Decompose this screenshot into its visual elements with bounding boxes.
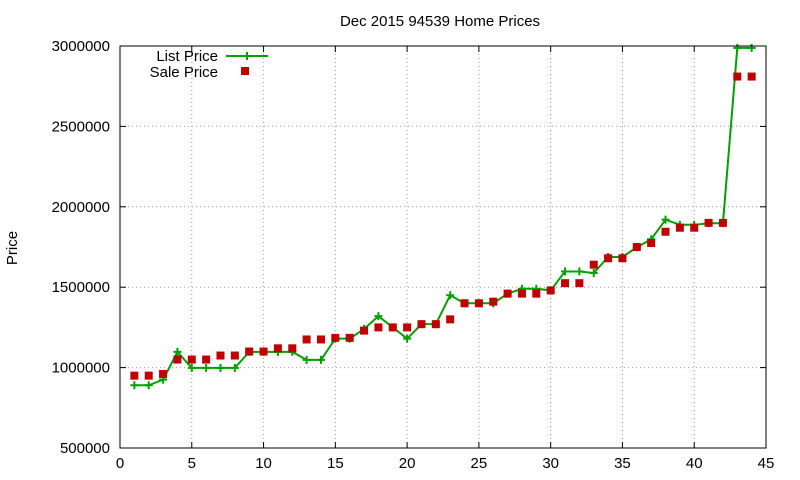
y-tick-label: 1500000 [52,279,110,296]
sale-price-point [675,223,684,232]
x-tick-label: 30 [542,455,559,472]
sale-price-point [446,315,455,324]
sale-price-point [704,218,713,227]
x-tick-label: 10 [255,455,272,472]
sale-price-point [187,355,196,364]
sale-price-point [374,323,383,332]
sale-price-point [589,260,598,269]
y-tick-label: 2000000 [52,199,110,216]
sale-price-point [690,223,699,232]
sale-price-point [345,333,354,342]
y-tick-label: 500000 [60,440,110,457]
sale-price-point [561,279,570,288]
sale-price-point [489,297,498,306]
sale-price-point [360,326,369,335]
sale-price-point [733,72,742,81]
y-tick-label: 3000000 [52,38,110,55]
sale-price-point [618,254,627,263]
list-price-point [144,381,153,390]
sale-price-point [259,347,268,356]
sale-price-point [173,355,182,364]
sale-price-point [159,370,168,379]
sale-price-point [532,289,541,298]
grid-lines [120,46,766,448]
list-price-line [134,46,752,387]
x-tick-label: 20 [399,455,416,472]
sale-price-point [417,320,426,329]
x-tick-label: 5 [188,455,196,472]
sale-price-point [302,335,311,344]
sale-price-point [316,335,325,344]
x-tick-label: 15 [327,455,344,472]
list-price-point [202,363,211,372]
sale-price-point [144,371,153,380]
sale-price-point [245,347,254,356]
sale-price-point [632,243,641,251]
list-price-point [374,312,383,321]
legend-plus-marker [243,52,251,60]
series-layer [130,43,756,390]
sale-price-point [331,333,340,342]
sale-price-point [474,299,483,308]
legend-label-list-price: List Price [156,48,218,65]
sale-price-point [747,72,756,81]
legend-label-sale-price: Sale Price [150,64,218,81]
sale-price-point [431,320,440,329]
list-price-point [561,267,570,276]
sale-price-point [575,279,584,288]
sale-price-point [517,289,526,298]
list-price-point [230,363,239,372]
sale-price-point [202,355,211,364]
x-tick-label: 40 [686,455,703,472]
sale-price-point [460,299,469,308]
x-tick-label: 25 [471,455,488,472]
sale-price-point [273,344,282,353]
sale-price-point [718,218,727,227]
sale-price-point [546,286,555,295]
x-tick-label: 0 [116,455,124,472]
legend-sample-sale-price [241,67,249,75]
legend-sample-list-price [226,52,268,60]
plot-frame [119,45,767,449]
sale-price-point [503,289,512,298]
list-price-point [446,291,455,300]
x-tick-label: 35 [614,455,631,472]
sale-price-point [388,323,397,332]
sale-price-point [647,238,656,247]
y-tick-label: 1000000 [52,360,110,377]
sale-price-point [661,227,670,236]
list-price-point [216,363,225,372]
list-price-point [589,269,598,278]
list-price-point [187,363,196,372]
x-tick-label: 45 [758,455,775,472]
sale-price-point [604,254,613,263]
list-price-point [316,355,325,364]
sale-price-point [403,323,412,332]
legend: List Price Sale Price [150,48,268,81]
list-price-point [575,267,584,276]
list-price-point [302,355,311,364]
sale-price-point [288,344,297,353]
list-price-point [130,381,139,390]
list-price-point [173,347,182,356]
chart-title: Dec 2015 94539 Home Prices [340,13,540,30]
list-price-point [733,43,742,52]
y-axis-label: Price [4,231,21,265]
axis-ticks: 0 5 10 15 20 25 30 35 40 45 500000 1000000 1500000 20… [52,38,775,472]
y-tick-label: 2500000 [52,118,110,135]
sale-price-point [130,371,139,380]
list-price-point [661,215,670,224]
sale-price-point [216,351,225,360]
sale-price-point [230,351,239,360]
list-price-point [747,43,756,52]
list-price-point [403,334,412,343]
